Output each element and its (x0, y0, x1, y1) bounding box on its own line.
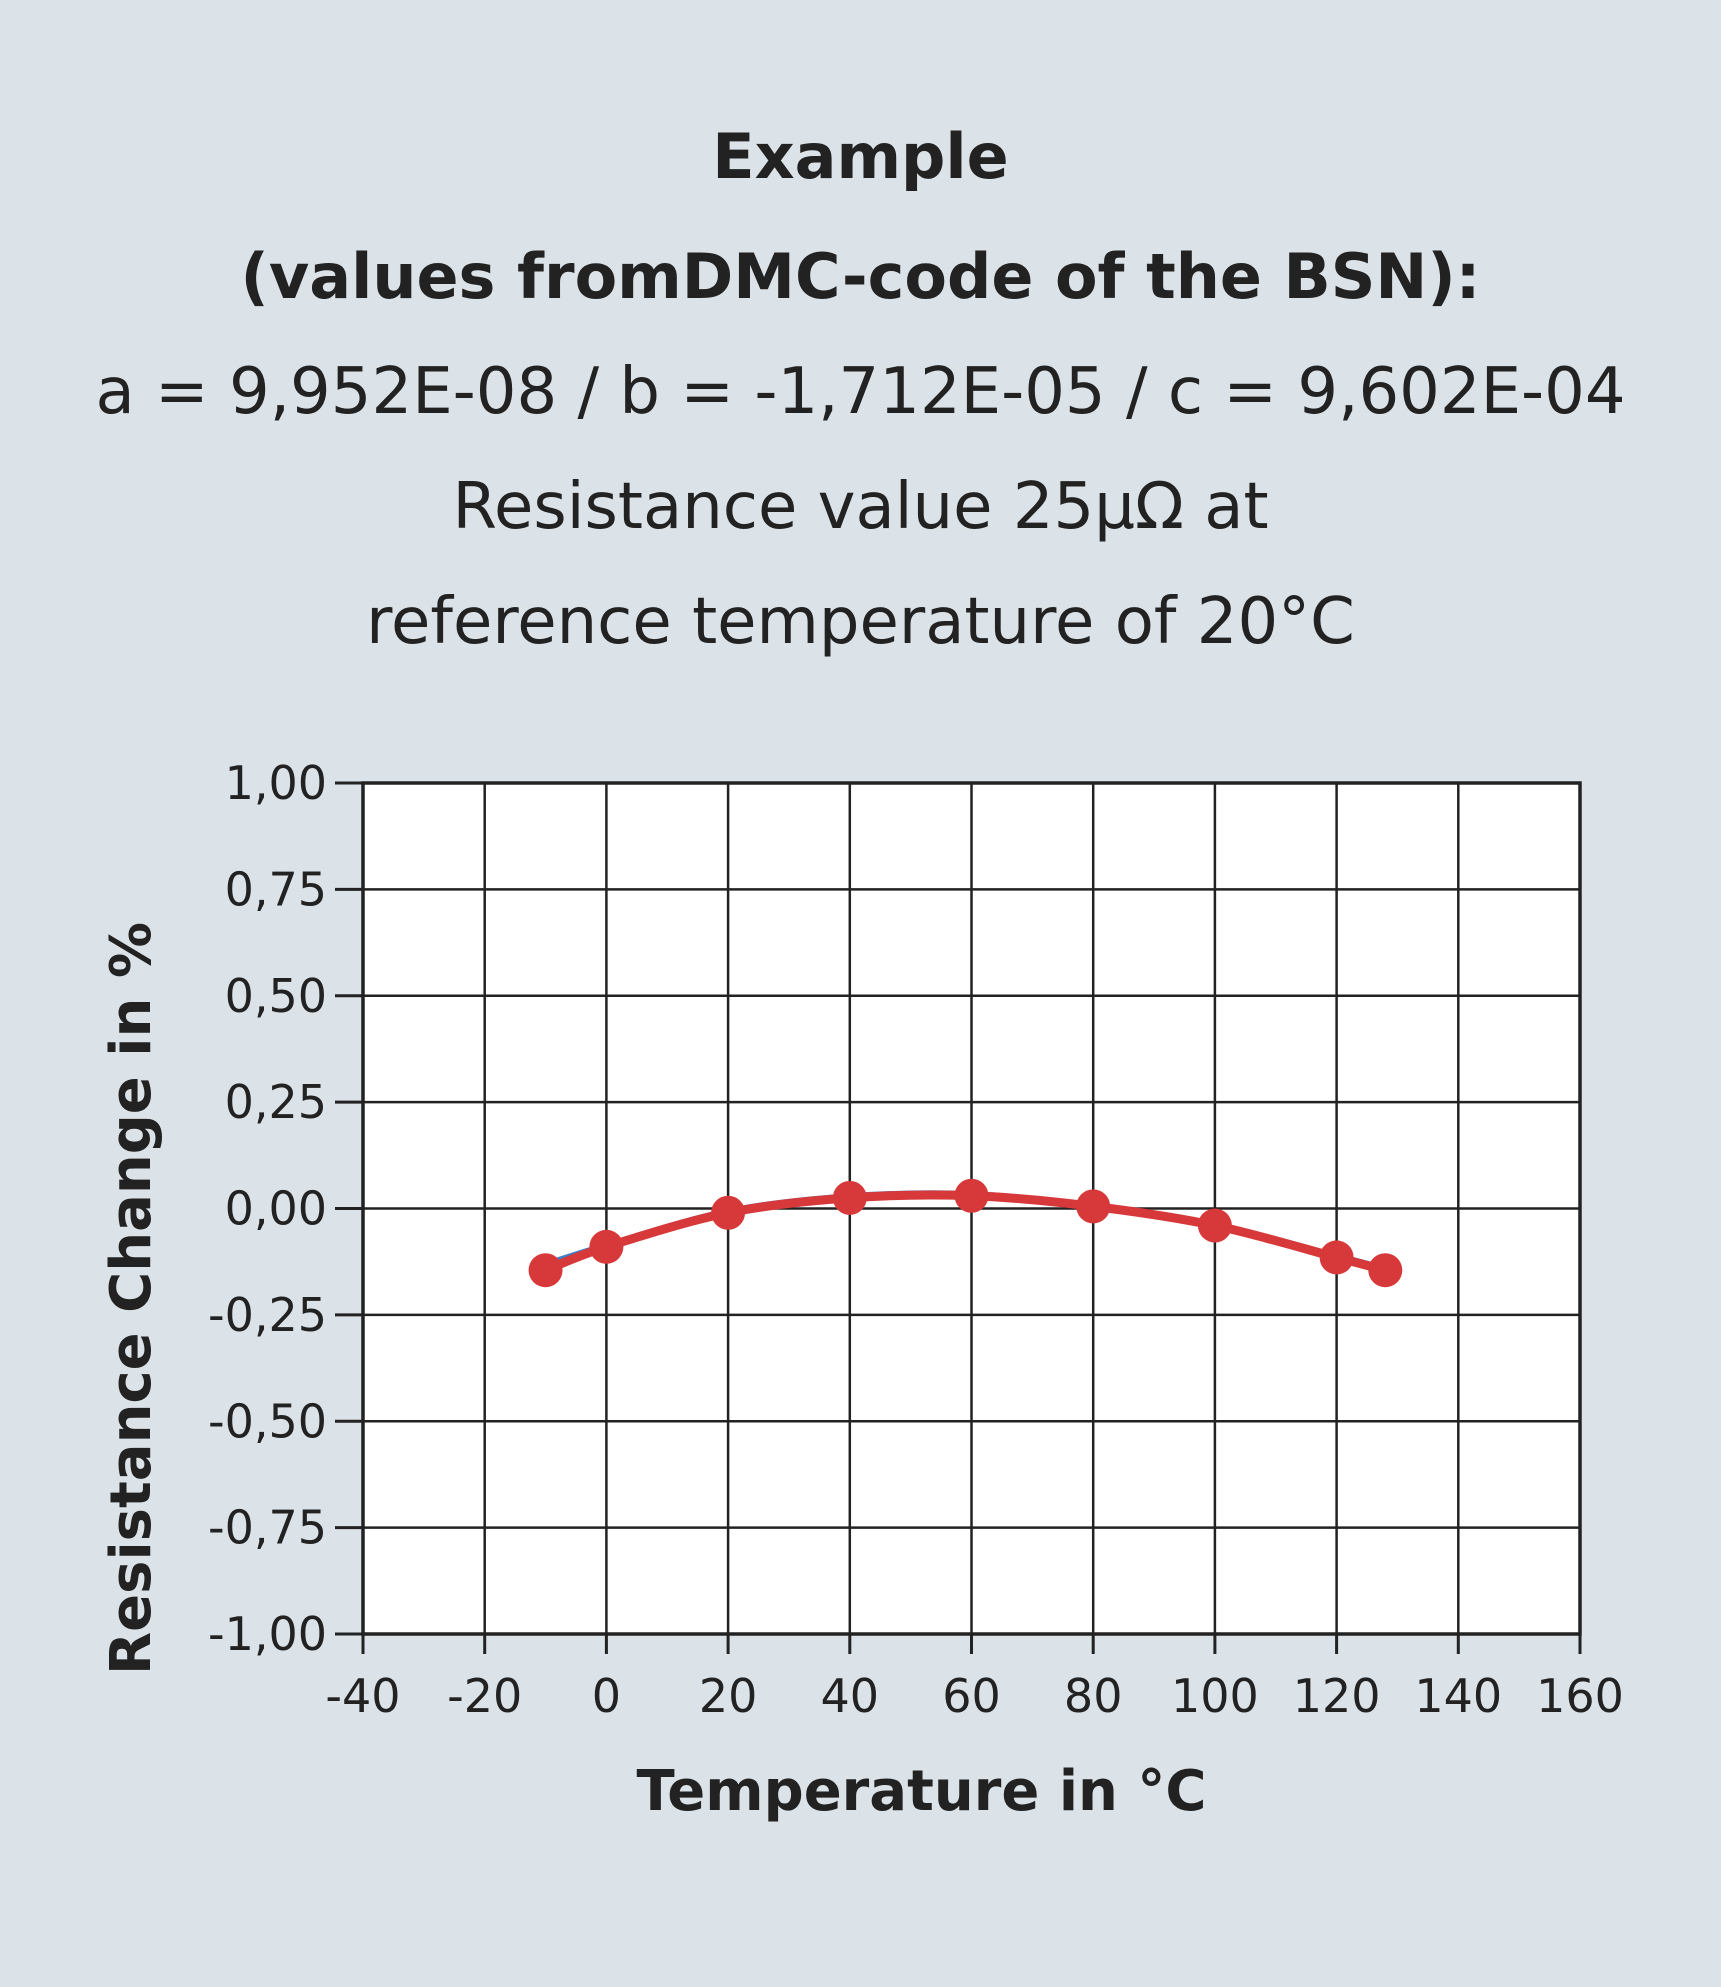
x-tick-label: 60 (942, 1669, 1001, 1723)
y-tick-label: 0,00 (225, 1182, 327, 1236)
y-tick-label: 1,00 (225, 756, 327, 810)
x-tick-label: 20 (699, 1669, 758, 1723)
data-point (832, 1180, 867, 1215)
x-tick-label: 100 (1171, 1669, 1259, 1723)
data-point (1076, 1189, 1111, 1224)
y-tick-label: -0,75 (208, 1501, 327, 1555)
y-tick-label: -0,50 (208, 1394, 327, 1448)
y-tick-label: -0,25 (208, 1288, 327, 1342)
data-point (1319, 1240, 1354, 1275)
chart-title: Example (712, 120, 1009, 193)
y-axis-title: Resistance Change in % (99, 922, 164, 1675)
data-point (711, 1195, 746, 1230)
x-tick-label: 0 (592, 1669, 621, 1723)
x-tick-label: 140 (1414, 1669, 1502, 1723)
data-point (1368, 1253, 1403, 1288)
y-tick-label: 0,50 (225, 969, 327, 1023)
x-tick-label: 80 (1064, 1669, 1123, 1723)
data-point (528, 1253, 563, 1288)
x-tick-label: 40 (821, 1669, 880, 1723)
x-tick-label: -20 (447, 1669, 522, 1723)
x-tick-label: -40 (325, 1669, 400, 1723)
y-tick-label: 0,75 (225, 862, 327, 916)
data-point (589, 1229, 624, 1264)
data-point (954, 1178, 989, 1213)
resistance-value-text: Resistance value 25µΩ at (452, 470, 1269, 544)
y-tick-label: 0,25 (225, 1075, 327, 1129)
chart-subtitle: (values fromDMC-code of the BSN): (240, 240, 1481, 313)
x-axis-title: Temperature in °C (637, 1759, 1207, 1824)
coefficients-text: a = 9,952E-08 / b = -1,712E-05 / c = 9,6… (95, 355, 1626, 429)
data-point (1197, 1208, 1232, 1243)
x-tick-label: 160 (1536, 1669, 1624, 1723)
x-tick-label: 120 (1293, 1669, 1381, 1723)
reference-temperature-text: reference temperature of 20°C (366, 585, 1355, 659)
y-tick-label: -1,00 (208, 1607, 327, 1661)
